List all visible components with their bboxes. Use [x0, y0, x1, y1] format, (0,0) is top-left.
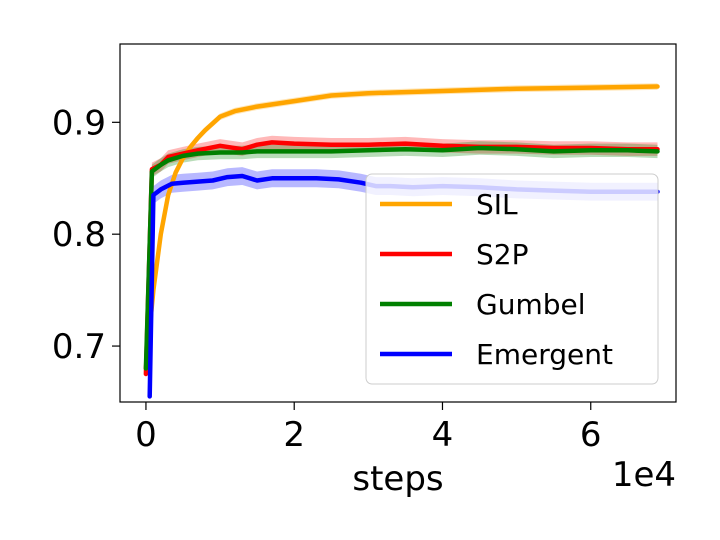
legend-label-s2p: S2P	[476, 238, 528, 271]
y-axis: 0.7 0.8 0.9	[52, 103, 120, 367]
plot-frame	[119, 43, 677, 403]
gumbel-series-line	[143, 145, 660, 371]
sil-series-line	[143, 84, 660, 371]
x-tick-label: 6	[580, 415, 602, 455]
y-tick-label: 0.7	[52, 327, 106, 367]
x-axis: 0 2 4 6	[135, 402, 602, 455]
legend-frame	[365, 173, 659, 385]
s2p-series-line	[143, 140, 660, 377]
x-tick-label: 0	[135, 415, 157, 455]
y-tick-label: 0.8	[52, 215, 106, 255]
legend-label-gumbel: Gumbel	[476, 288, 586, 321]
x-tick-label: 2	[283, 415, 305, 455]
x-tick-label: 4	[432, 415, 454, 455]
legend: SIL S2P Gumbel Emergent	[365, 173, 659, 385]
legend-label-sil: SIL	[476, 188, 518, 221]
series-lines	[143, 84, 660, 399]
x-axis-label: steps	[352, 459, 443, 499]
legend-label-emergent: Emergent	[476, 338, 613, 371]
y-tick-label: 0.9	[52, 103, 106, 143]
x-axis-multiplier: 1e4	[612, 455, 676, 495]
